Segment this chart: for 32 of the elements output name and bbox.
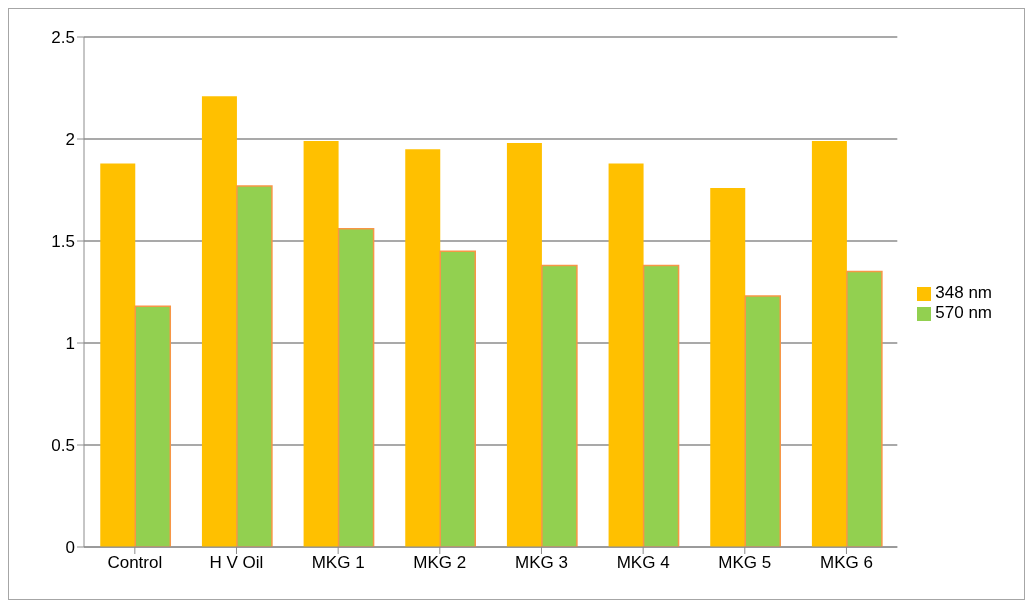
x-tick-label: MKG 2 [413, 553, 467, 573]
y-tick-label: 2.5 [51, 28, 75, 48]
bar [201, 96, 237, 547]
bar [405, 149, 441, 547]
bar [134, 305, 172, 547]
x-tick-label: MKG 1 [311, 553, 365, 573]
x-tick-label: MKG 5 [718, 553, 772, 573]
bar [608, 163, 644, 547]
y-tick-label: 1.5 [51, 232, 75, 252]
x-tick-label: MKG 4 [616, 553, 670, 573]
bar [236, 185, 273, 547]
y-tick-label: 0 [65, 538, 75, 558]
bar [506, 143, 542, 547]
bar [337, 228, 375, 547]
y-tick-label: 0.5 [51, 436, 75, 456]
bar [710, 187, 746, 547]
y-tick-label: 1 [65, 334, 75, 354]
legend-label: 348 nm [935, 283, 992, 302]
y-tick-label: 2 [65, 130, 75, 150]
bar [100, 163, 136, 547]
bar [541, 264, 578, 547]
x-tick-label: MKG 6 [820, 553, 873, 573]
bar [846, 270, 883, 547]
bar [811, 141, 847, 547]
legend-label: 570 nm [935, 303, 992, 322]
bar [744, 295, 781, 547]
bar [642, 264, 680, 547]
bar [439, 250, 476, 547]
x-tick-label: MKG 3 [515, 553, 568, 573]
x-tick-label: Control [107, 553, 163, 573]
bar [303, 141, 339, 547]
x-tick-label: H V Oil [209, 553, 264, 573]
